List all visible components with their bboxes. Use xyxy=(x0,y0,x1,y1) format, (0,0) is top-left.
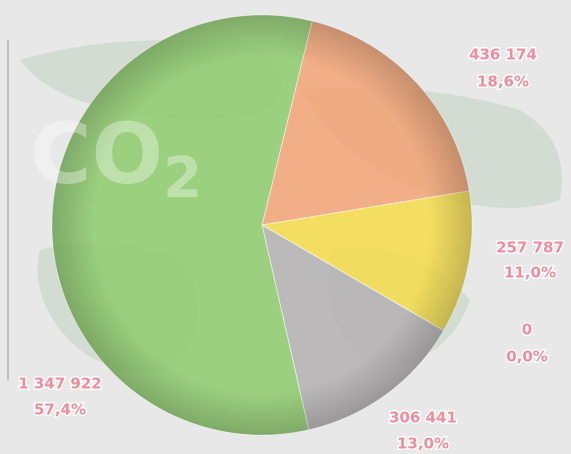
share-label: 57,4% xyxy=(34,401,86,419)
value-label: 0 xyxy=(522,321,532,339)
pie-shade xyxy=(52,15,472,435)
watermark: CO2 xyxy=(30,105,202,211)
watermark-main: CO xyxy=(30,105,163,203)
value-label: 436 174 xyxy=(469,46,537,64)
share-label: 18,6% xyxy=(477,73,529,91)
share-label: 11,0% xyxy=(504,264,556,282)
value-label: 1 347 922 xyxy=(18,375,102,393)
value-label: 257 787 xyxy=(496,239,564,257)
share-label: 13,0% xyxy=(397,435,449,453)
labels: 436 174 18,6% 257 787 11,0% 0 0,0% 306 441 13,0… xyxy=(17,44,566,454)
share-label: 0,0% xyxy=(506,348,548,366)
watermark-sub: 2 xyxy=(163,146,202,211)
value-label: 306 441 xyxy=(389,409,457,427)
